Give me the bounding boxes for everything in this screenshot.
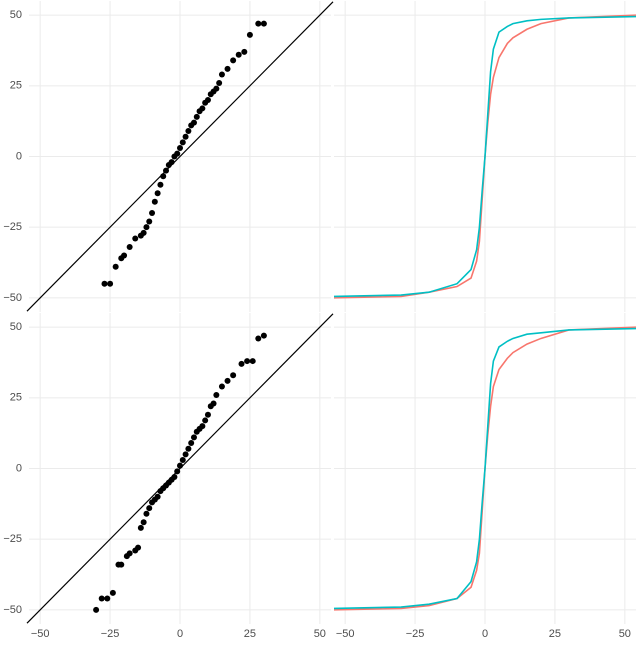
point [210, 400, 217, 407]
point [218, 383, 225, 390]
x-tick-label: −50 [336, 628, 355, 640]
point [174, 468, 181, 475]
point [126, 550, 133, 557]
point [177, 145, 183, 152]
x-tick-label: 25 [549, 628, 561, 640]
cdf-line [333, 327, 637, 610]
point [193, 113, 200, 120]
point [177, 462, 183, 469]
point [163, 167, 170, 174]
point [154, 190, 161, 197]
point [104, 595, 111, 602]
y-tick-label: −25 [3, 533, 22, 545]
point [224, 377, 231, 384]
point [204, 411, 211, 418]
point [260, 332, 267, 339]
point [246, 31, 253, 38]
point [121, 252, 128, 259]
point [224, 65, 231, 72]
point [255, 335, 262, 342]
point [140, 519, 147, 526]
x-tick-label: −25 [406, 628, 425, 640]
point [218, 71, 225, 78]
point [132, 235, 139, 242]
point [93, 606, 100, 613]
point [143, 510, 150, 517]
y-tick-label: 50 [10, 321, 22, 333]
y-tick-label: −50 [3, 604, 22, 616]
point [118, 561, 125, 568]
point [216, 79, 223, 86]
reference-line [26, 1, 334, 312]
point [199, 423, 206, 430]
point [213, 85, 220, 92]
point [112, 263, 119, 270]
point [171, 473, 178, 480]
y-tick-label: 25 [10, 80, 22, 92]
point [101, 280, 108, 287]
point [235, 51, 242, 58]
x-tick-label: 0 [177, 628, 183, 640]
point [137, 524, 144, 531]
point [249, 358, 256, 365]
point [199, 105, 206, 112]
x-tick-label: 50 [314, 628, 326, 640]
x-tick-label: 25 [244, 628, 256, 640]
point [230, 57, 237, 64]
point [160, 173, 167, 180]
x-tick-label: −25 [101, 628, 120, 640]
point [179, 139, 186, 146]
point [213, 391, 220, 398]
point [190, 434, 197, 441]
point [143, 224, 150, 231]
point [179, 457, 186, 464]
point [135, 544, 142, 551]
x-tick-label: 50 [619, 628, 631, 640]
x-tick-label: −50 [31, 628, 50, 640]
point [244, 358, 251, 365]
y-tick-label: −50 [3, 292, 22, 304]
point [230, 372, 237, 379]
point [202, 417, 209, 424]
point [204, 96, 211, 103]
point [149, 210, 156, 217]
point [146, 218, 153, 225]
point [174, 150, 181, 157]
point [126, 243, 133, 250]
point [238, 360, 245, 367]
y-tick-label: −25 [3, 221, 22, 233]
point [188, 440, 195, 447]
point [107, 280, 114, 287]
y-tick-label: 0 [16, 462, 22, 474]
point [255, 20, 262, 27]
y-tick-label: 50 [10, 9, 22, 21]
point [260, 20, 267, 27]
point [146, 505, 153, 512]
point [157, 181, 164, 188]
point [151, 198, 158, 205]
point [109, 589, 116, 596]
point [185, 445, 192, 452]
point [182, 451, 189, 458]
point [190, 119, 197, 126]
cdf-line [333, 15, 637, 298]
point [168, 159, 175, 166]
point [241, 48, 248, 55]
point [98, 595, 105, 602]
point [182, 133, 189, 140]
y-tick-label: 25 [10, 392, 22, 404]
point [154, 493, 161, 500]
y-tick-label: 0 [16, 150, 22, 162]
x-tick-label: 0 [482, 628, 488, 640]
point [185, 128, 192, 135]
point [140, 229, 147, 236]
